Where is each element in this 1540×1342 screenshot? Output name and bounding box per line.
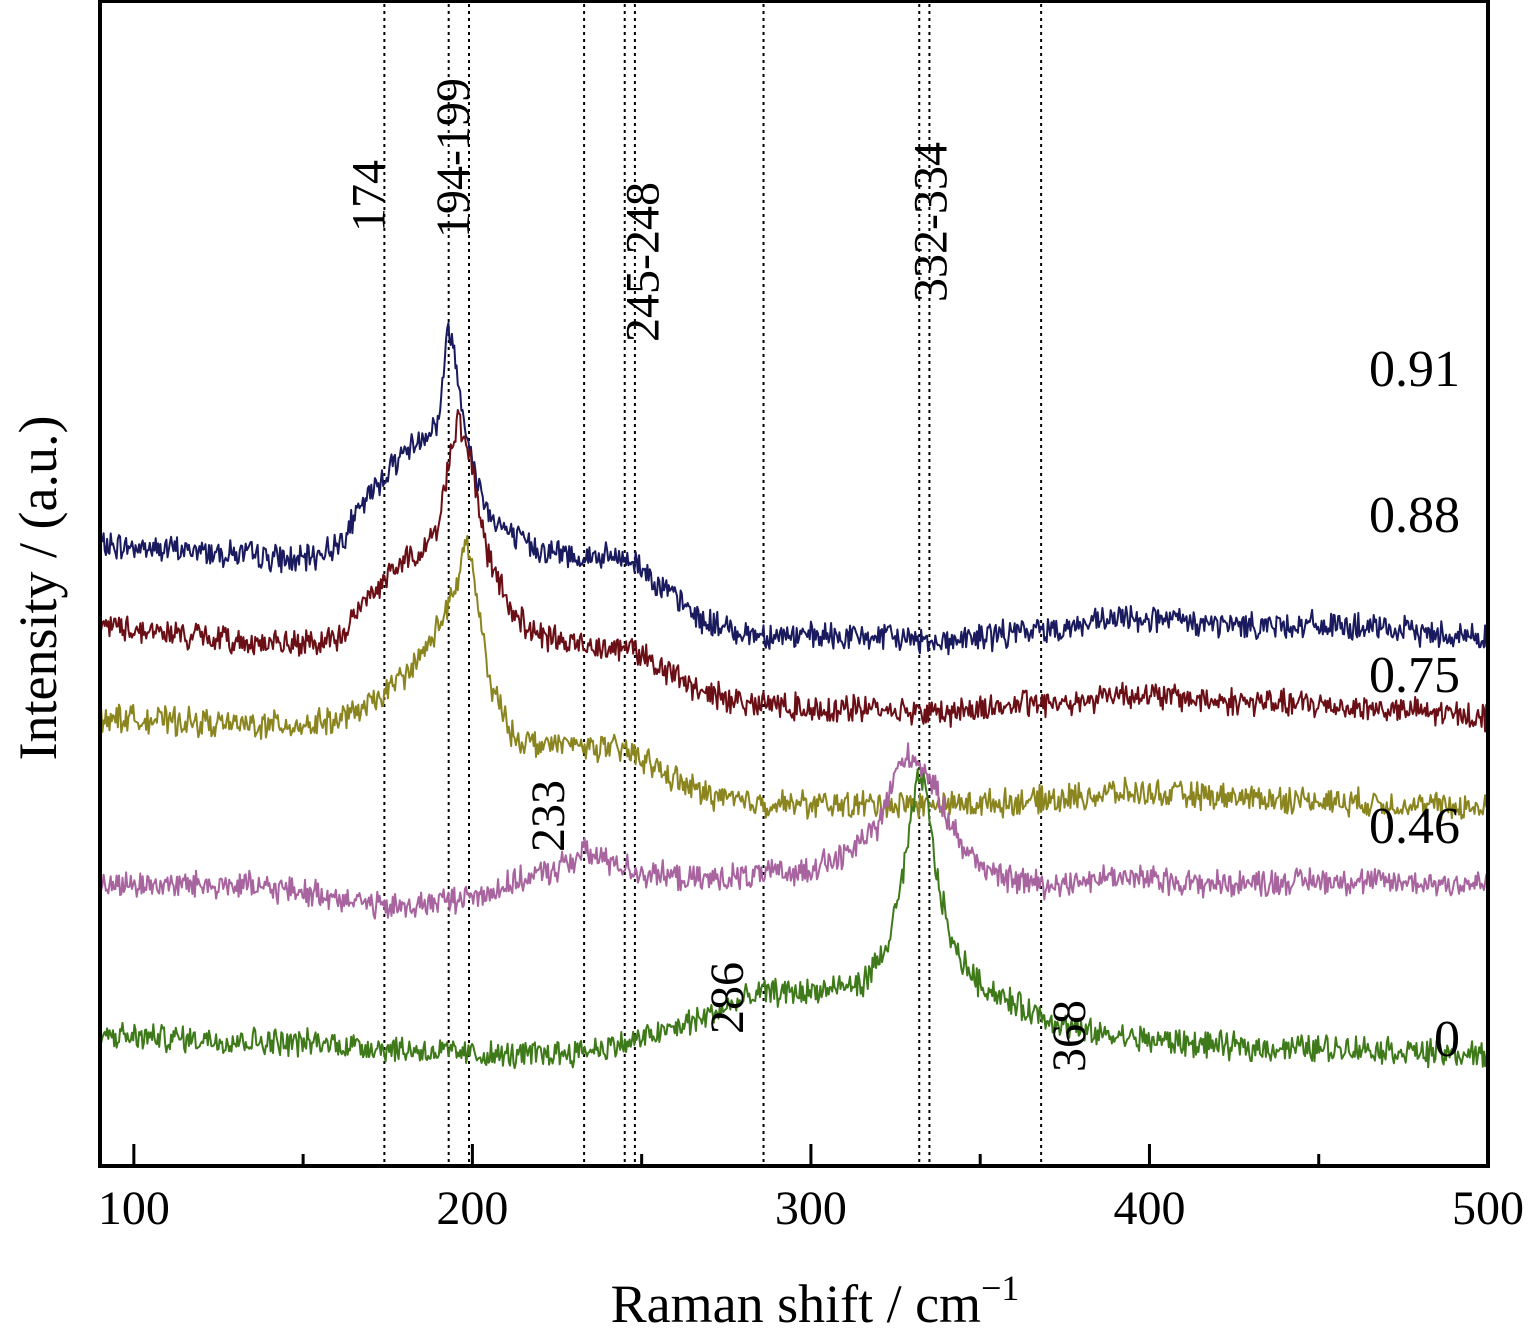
x-axis-ticks: 100 200 300 400 500 xyxy=(98,1144,1524,1235)
series-label-0.46: 0.46 xyxy=(1369,798,1460,855)
series-line-0.75 xyxy=(99,535,1489,821)
series-line-0.91 xyxy=(99,322,1489,656)
series-label-0.75: 0.75 xyxy=(1369,647,1460,704)
series-labels: 0.91 0.88 0.75 0.46 0 xyxy=(1369,341,1460,1068)
series-label-0: 0 xyxy=(1434,1011,1460,1068)
x-tick-label-400: 400 xyxy=(1113,1182,1185,1235)
annotation-332-334: 332-334 xyxy=(904,142,957,302)
x-tick-label-100: 100 xyxy=(98,1182,170,1235)
x-axis-title: Raman shift / cm−1 xyxy=(611,1268,1020,1334)
annotation-368: 368 xyxy=(1043,1000,1096,1072)
annotation-245-248: 245-248 xyxy=(617,182,670,342)
annotation-174: 174 xyxy=(342,160,395,232)
annotation-286: 286 xyxy=(701,962,754,1034)
reference-lines xyxy=(383,4,1043,1166)
series-line-0 xyxy=(99,768,1489,1070)
series-line-0.46 xyxy=(99,742,1489,920)
x-tick-label-500: 500 xyxy=(1452,1182,1524,1235)
series-label-0.88: 0.88 xyxy=(1369,487,1460,544)
plot-border xyxy=(98,0,1490,1168)
annotation-194-199: 194-199 xyxy=(427,78,480,238)
series-group xyxy=(99,322,1489,1070)
x-tick-label-200: 200 xyxy=(436,1182,508,1235)
plot-frame xyxy=(98,0,1490,1168)
series-label-0.91: 0.91 xyxy=(1369,341,1460,398)
annotation-233: 233 xyxy=(522,780,575,852)
series-line-0.88 xyxy=(99,409,1489,733)
peak-annotations: 174 194-199 245-248 332-334 233 286 368 xyxy=(342,78,1096,1072)
x-tick-label-300: 300 xyxy=(775,1182,847,1235)
y-axis-title: Intensity / (a.u.) xyxy=(8,416,68,761)
